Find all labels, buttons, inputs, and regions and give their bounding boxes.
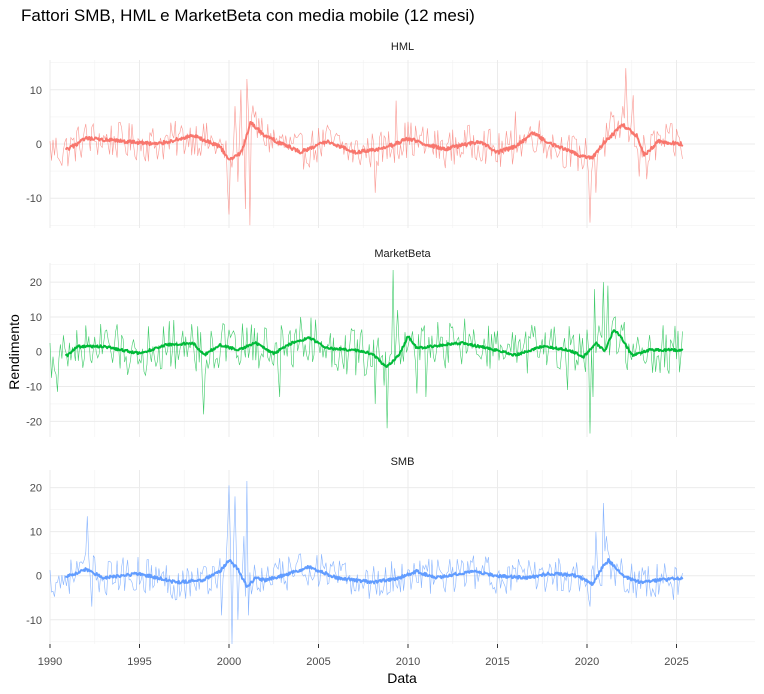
x-tick-label: 2000 <box>217 656 241 668</box>
y-tick-label: 0 <box>36 139 42 151</box>
y-tick-label: 0 <box>36 571 42 583</box>
chart-title: Fattori SMB, HML e MarketBeta con media … <box>21 6 475 25</box>
series-monthly-hml <box>49 68 683 226</box>
y-tick-label: 20 <box>30 483 42 495</box>
panel-marketbeta: MarketBeta 20 10 0 -10 -20 <box>26 248 755 437</box>
series-monthly-smb <box>49 480 683 645</box>
x-tick-label: 1995 <box>127 656 151 668</box>
x-tick-label: 2025 <box>664 656 688 668</box>
y-tick-label: 10 <box>30 527 42 539</box>
x-tick-label: 2005 <box>306 656 330 668</box>
panel-strip-label: MarketBeta <box>374 248 431 260</box>
y-tick-label: -20 <box>26 416 42 428</box>
panel-strip-label: SMB <box>391 456 415 468</box>
series-moving-average-hml <box>65 121 684 161</box>
y-tick-label: -10 <box>26 382 42 394</box>
x-axis: 1990 1995 2000 2005 2010 2015 2020 2025 <box>38 644 689 668</box>
y-tick-label: -10 <box>26 193 42 205</box>
chart-panels: HML 10 0 -10 MarketBeta 20 10 0 -10 -20 SMB 20 10 0 -1… <box>26 41 755 645</box>
x-tick-label: 1990 <box>38 656 62 668</box>
panel-smb: SMB 20 10 0 -10 <box>26 456 755 645</box>
series-monthly-marketbeta <box>49 269 683 434</box>
panel-hml: HML 10 0 -10 <box>26 41 755 228</box>
y-tick-label: 10 <box>30 312 42 324</box>
y-axis-label: Rendimento <box>6 314 22 390</box>
x-tick-label: 2015 <box>485 656 509 668</box>
x-tick-label: 2020 <box>575 656 599 668</box>
series-moving-average-smb <box>65 558 684 588</box>
series-moving-average-marketbeta <box>65 329 684 368</box>
x-axis-label: Data <box>387 670 417 686</box>
x-tick-label: 2010 <box>396 656 420 668</box>
y-tick-label: 0 <box>36 347 42 359</box>
y-tick-label: 10 <box>30 85 42 97</box>
panel-strip-label: HML <box>391 41 414 53</box>
y-tick-label: -10 <box>26 615 42 627</box>
y-tick-label: 20 <box>30 277 42 289</box>
